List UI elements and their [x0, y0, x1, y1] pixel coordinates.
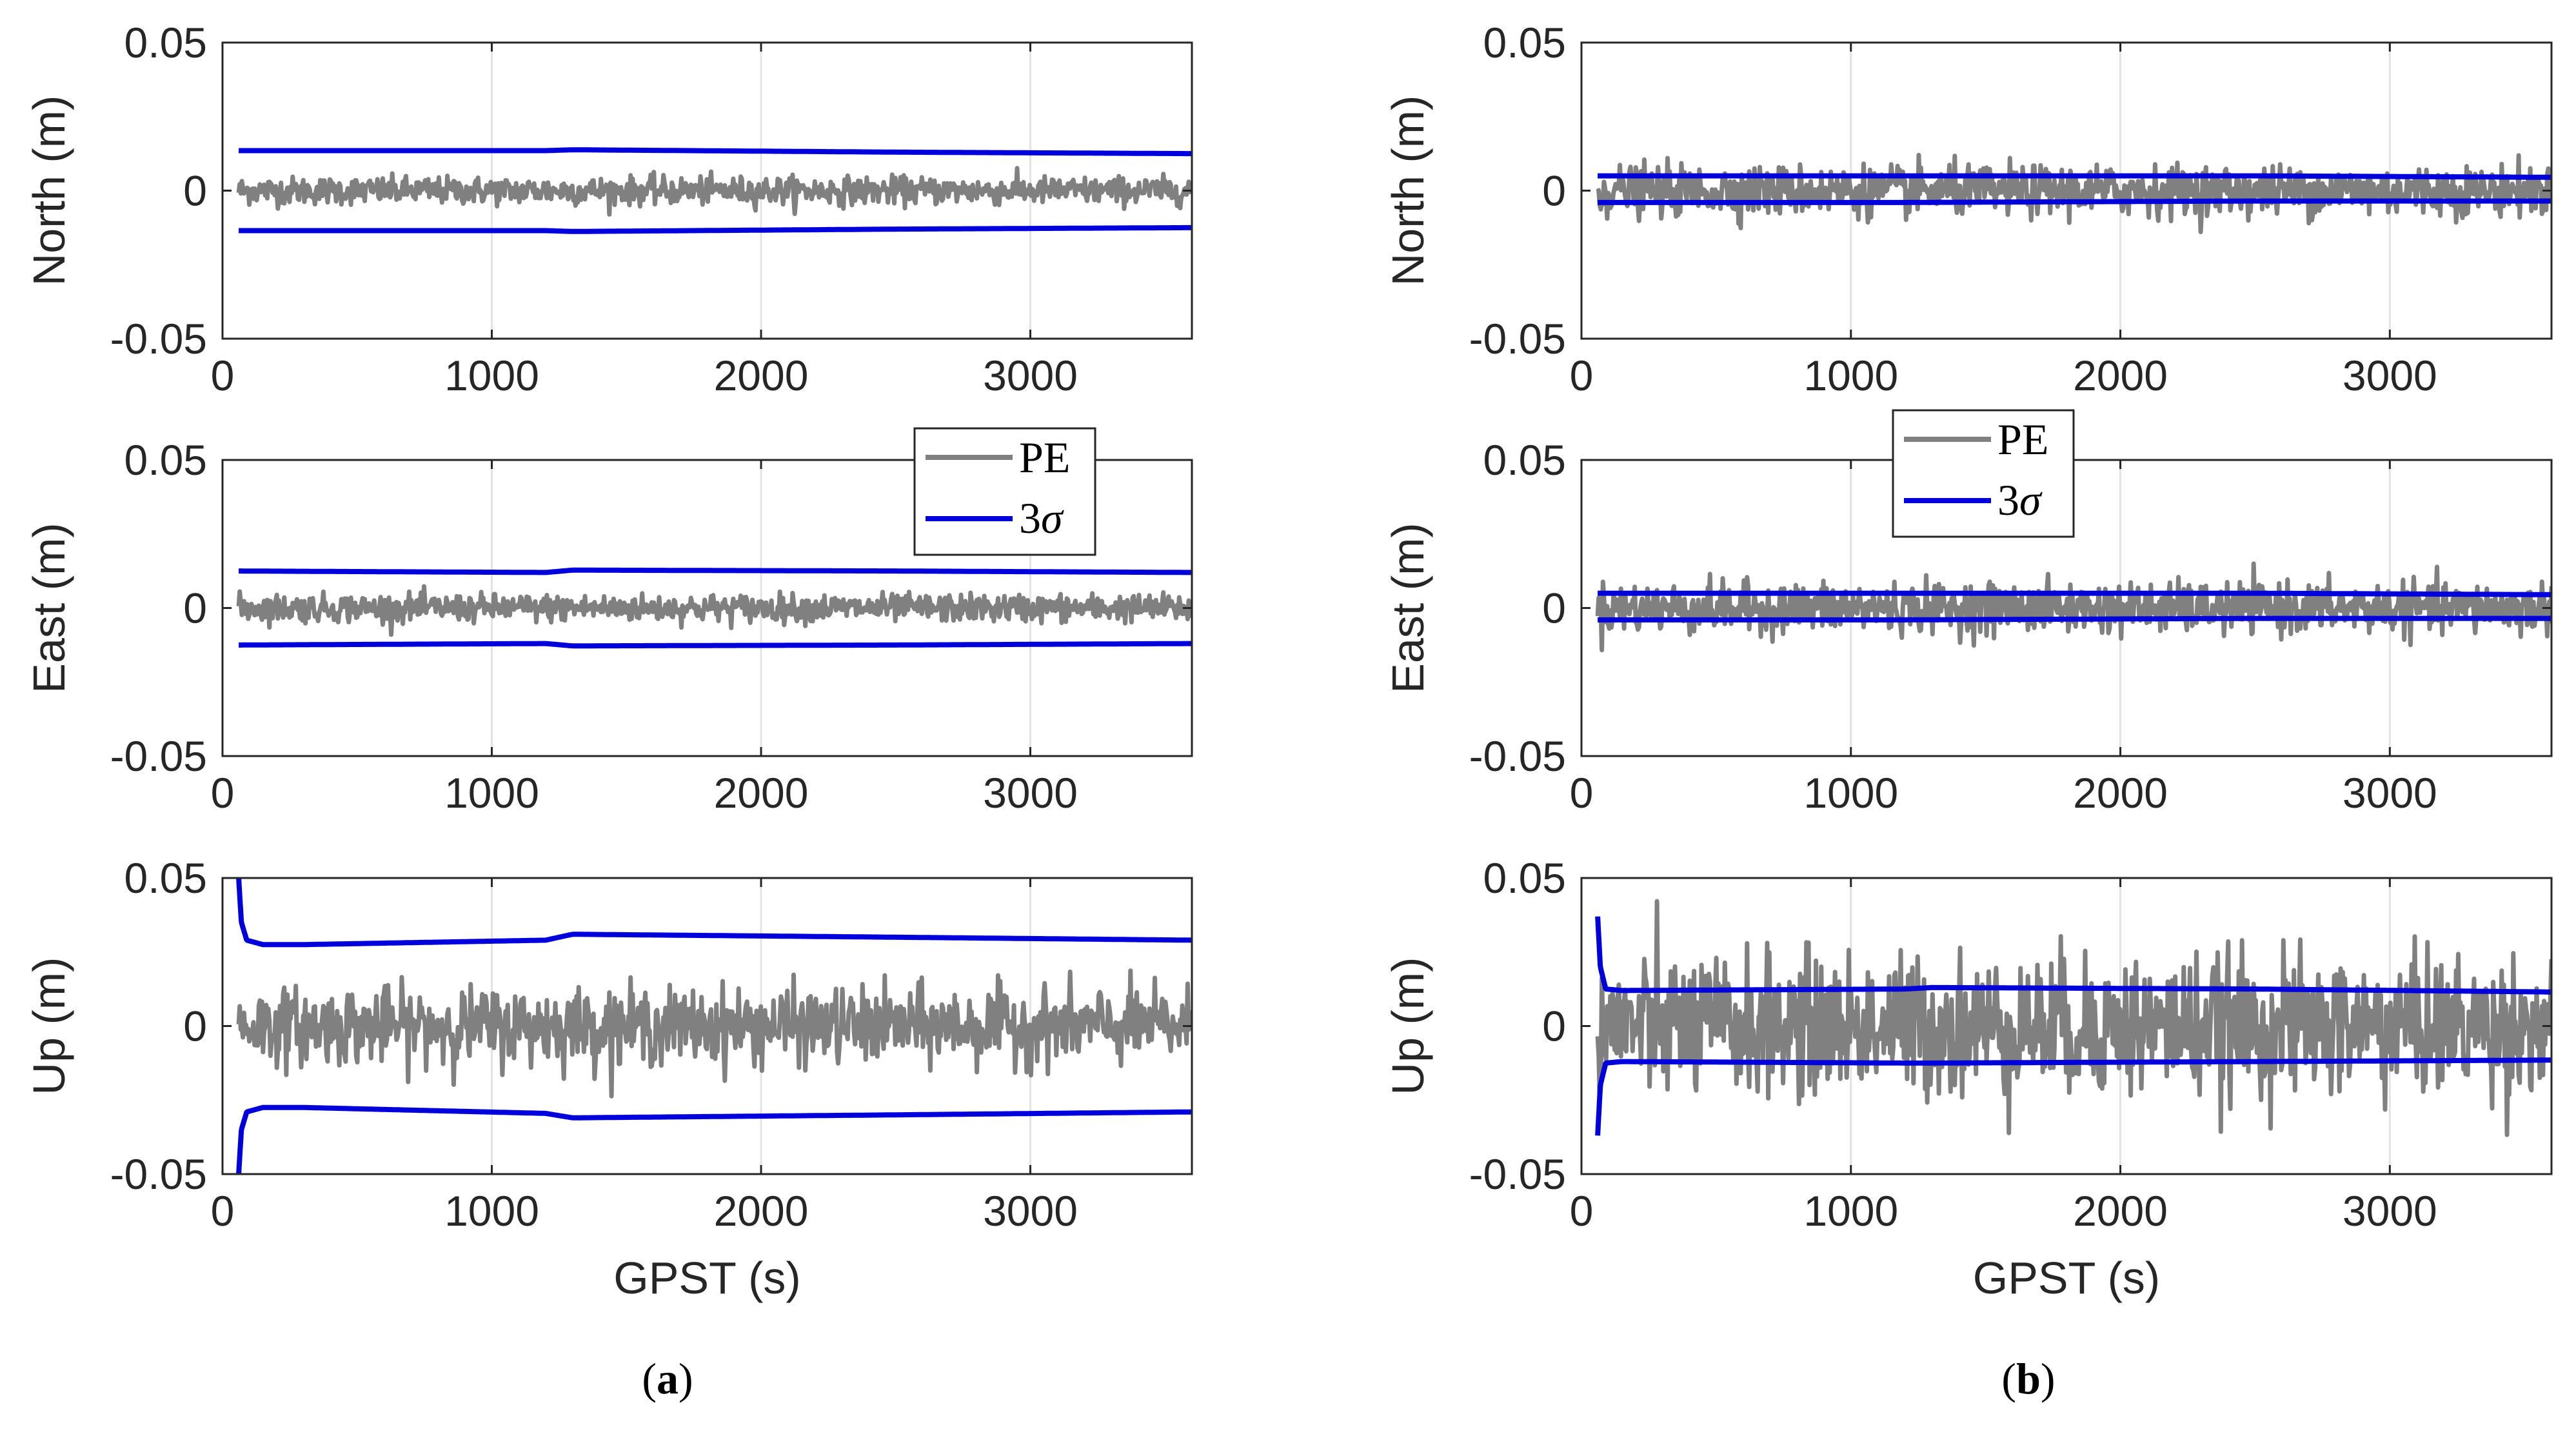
y-tick-label: -0.05: [1469, 315, 1566, 363]
x-tick-label: 2000: [714, 352, 809, 399]
legend-b: PE 3σ: [1892, 409, 2075, 538]
x-tick-label: 1000: [1803, 1187, 1898, 1235]
x-tick-label: 1000: [444, 769, 539, 817]
x-tick-label: 1000: [444, 1187, 539, 1235]
y-tick-label: -0.05: [110, 1150, 207, 1198]
y-axis-label: North (m): [1383, 95, 1433, 286]
y-tick-label: -0.05: [1469, 1150, 1566, 1198]
legend-pe-label: PE: [1019, 433, 1070, 482]
data-series: [236, 878, 1192, 1174]
x-axis-label: GPST (s): [613, 1253, 800, 1303]
x-tick-label: 0: [1570, 352, 1594, 399]
sigma-upper-line: [236, 878, 1192, 948]
caption-a: (a): [642, 1354, 693, 1403]
y-tick-label: 0.05: [1483, 854, 1566, 902]
pe-series-line: [236, 166, 1192, 217]
x-tick-label: 3000: [2343, 1187, 2437, 1235]
sigma-lower-line: [1595, 615, 2551, 623]
x-tick-label: 2000: [2073, 769, 2168, 817]
y-tick-label: 0: [183, 584, 207, 632]
x-tick-label: 3000: [983, 769, 1078, 817]
y-tick-label: 0: [1542, 584, 1566, 632]
x-tick-label: 0: [1570, 1187, 1594, 1235]
x-tick-label: 0: [211, 1187, 235, 1235]
pe-series-line: [1595, 561, 2551, 653]
caption-b: (b): [2001, 1354, 2055, 1403]
y-tick-label: 0.05: [1483, 436, 1566, 484]
y-tick-label: 0.05: [124, 436, 207, 484]
sigma-upper-line: [1595, 173, 2551, 180]
sigma-lower-line: [236, 224, 1192, 234]
legend-sigma-label: 3σ: [1019, 494, 1064, 543]
y-tick-label: 0: [1542, 1002, 1566, 1050]
sigma-upper-line: [236, 147, 1192, 157]
y-tick-label: 0.05: [124, 854, 207, 902]
data-series: [1595, 561, 2551, 653]
sigma-lower-line: [1595, 1057, 2551, 1137]
y-tick-label: 0: [183, 1002, 207, 1050]
x-tick-label: 2000: [2073, 352, 2168, 399]
y-axis-label: North (m): [24, 95, 74, 286]
y-tick-label: 0.05: [124, 19, 207, 66]
x-tick-label: 0: [211, 769, 235, 817]
pe-series-line: [236, 584, 1192, 637]
sigma-lower-line: [1595, 198, 2551, 205]
x-tick-label: 1000: [1803, 352, 1898, 399]
sigma-lower-line: [236, 641, 1192, 649]
y-axis-label: Up (m): [24, 957, 74, 1095]
x-tick-label: 3000: [2343, 769, 2437, 817]
legend-sigma-label: 3σ: [1997, 475, 2043, 524]
y-tick-label: 0: [183, 167, 207, 215]
sigma-upper-line: [236, 567, 1192, 575]
y-tick-label: 0: [1542, 167, 1566, 215]
legend-box: [1892, 409, 2075, 538]
sigma-upper-line: [1595, 590, 2551, 597]
x-tick-label: 3000: [983, 1187, 1078, 1235]
legend-a: PE 3σ: [913, 427, 1096, 556]
data-series: [1595, 899, 2551, 1137]
y-tick-label: -0.05: [110, 315, 207, 363]
x-tick-label: 2000: [714, 1187, 809, 1235]
x-tick-label: 1000: [444, 352, 539, 399]
sigma-lower-line: [236, 1104, 1192, 1174]
y-axis-label: Up (m): [1383, 957, 1433, 1095]
x-tick-label: 3000: [2343, 352, 2437, 399]
x-tick-label: 0: [211, 352, 235, 399]
x-axis-label: GPST (s): [1973, 1253, 2160, 1303]
x-tick-label: 1000: [1803, 769, 1898, 817]
y-tick-label: -0.05: [110, 732, 207, 780]
y-tick-label: 0.05: [1483, 19, 1566, 66]
data-series: [236, 567, 1192, 649]
y-axis-label: East (m): [1383, 523, 1433, 693]
legend-pe-label: PE: [1997, 415, 2048, 464]
y-tick-label: -0.05: [1469, 732, 1566, 780]
x-tick-label: 2000: [2073, 1187, 2168, 1235]
y-axis-label: East (m): [24, 523, 74, 693]
pe-series-line: [236, 968, 1192, 1099]
data-series: [1595, 152, 2551, 234]
data-series: [236, 147, 1192, 234]
x-tick-label: 0: [1570, 769, 1594, 817]
legend-box: [913, 427, 1096, 556]
x-tick-label: 2000: [714, 769, 809, 817]
x-tick-label: 3000: [983, 352, 1078, 399]
sigma-upper-line: [1595, 915, 2551, 995]
